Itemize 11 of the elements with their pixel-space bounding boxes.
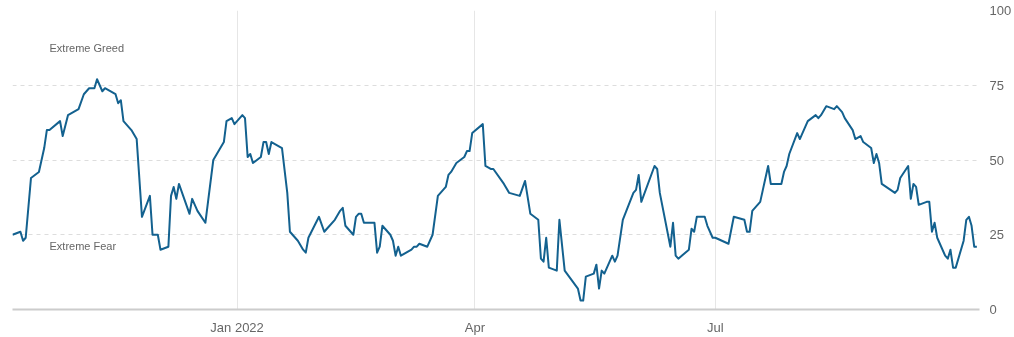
- line-series: [12, 78, 978, 302]
- y-tick-label: 75: [989, 77, 1004, 93]
- annotation: Extreme Greed: [49, 41, 125, 54]
- x-tick-label: Jul: [706, 319, 724, 335]
- x-tick-label: Jan 2022: [210, 319, 264, 335]
- y-tick-label: 0: [989, 302, 997, 317]
- y-tick-label: 50: [989, 152, 1004, 168]
- x-tick-label: Apr: [464, 319, 486, 335]
- y-tick-label: 25: [989, 227, 1004, 243]
- annotation: Extreme Fear: [49, 239, 117, 252]
- y-tick-label: 100: [989, 3, 1012, 18]
